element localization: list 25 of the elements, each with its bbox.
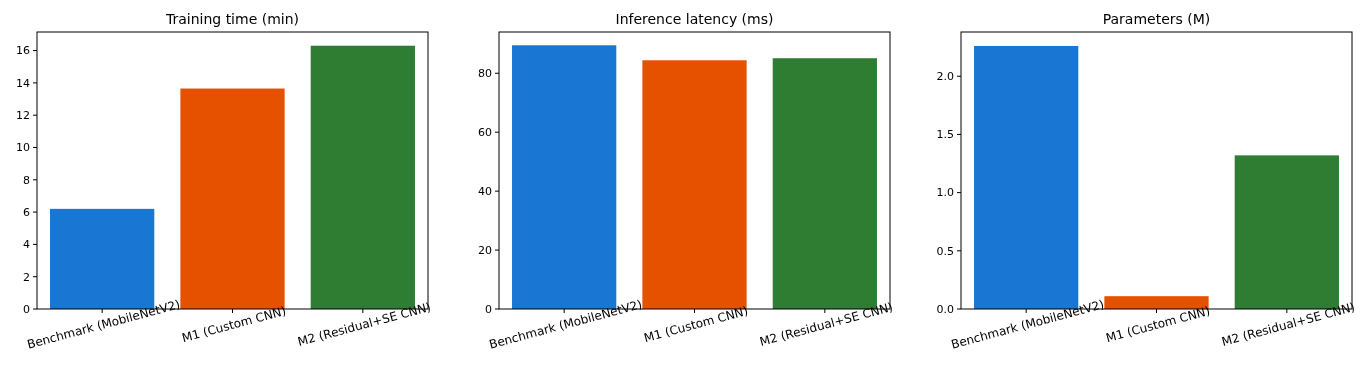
- y-tick-label: 1.5: [936, 128, 954, 142]
- y-tick-label: 80: [478, 67, 492, 81]
- y-tick-label: 6: [23, 205, 30, 219]
- y-tick-label: 14: [16, 76, 30, 90]
- y-tick-label: 0: [23, 302, 30, 316]
- y-tick-label: 2.0: [936, 70, 954, 84]
- x-tick-label: M1 (Custom CNN): [180, 303, 288, 346]
- y-tick-label: 0: [485, 302, 492, 316]
- y-tick-label: 60: [478, 126, 492, 140]
- x-tick-label: M1 (Custom CNN): [642, 303, 750, 346]
- chart-title: Parameters (M): [1102, 11, 1211, 27]
- y-tick-label: 0.0: [936, 302, 954, 316]
- y-tick-label: 2: [23, 270, 30, 284]
- y-tick-label: 12: [16, 109, 30, 123]
- y-tick-label: 40: [478, 184, 492, 198]
- chart-title: Training time (min): [164, 11, 300, 27]
- y-tick-label: 10: [16, 141, 30, 155]
- x-tick-label: M1 (Custom CNN): [1104, 303, 1212, 346]
- y-tick-label: 0.5: [936, 244, 954, 258]
- y-tick-label: 8: [23, 173, 30, 187]
- y-tick-label: 20: [478, 243, 492, 257]
- chart-title: Inference latency (ms): [615, 11, 774, 27]
- y-tick-label: 16: [16, 44, 30, 58]
- y-tick-label: 1.0: [936, 186, 954, 200]
- y-tick-label: 4: [23, 238, 30, 252]
